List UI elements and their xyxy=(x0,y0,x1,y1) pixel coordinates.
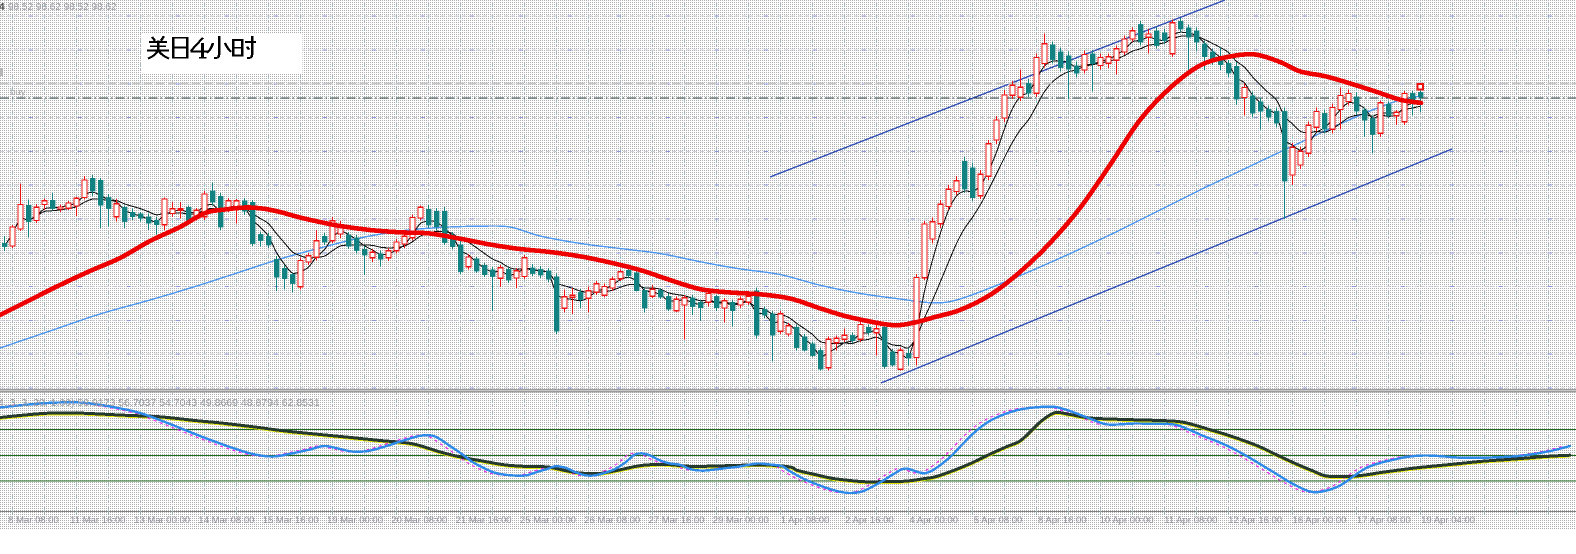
svg-text:25 Mar 00:00: 25 Mar 00:00 xyxy=(520,515,576,526)
svg-text:10 Apr 00:00: 10 Apr 00:00 xyxy=(1100,515,1154,526)
svg-text:4, 3, 3, 20, 1.00) 58.9173 56.: 4, 3, 3, 20, 1.00) 58.9173 56.7037 54.70… xyxy=(0,397,320,409)
svg-text:29 Mar 00:00: 29 Mar 00:00 xyxy=(713,515,769,526)
svg-text:27 Mar 16:00: 27 Mar 16:00 xyxy=(649,515,705,526)
svg-text:1 Apr 08:00: 1 Apr 08:00 xyxy=(781,515,830,526)
svg-text:19 Apr 04:00: 19 Apr 04:00 xyxy=(1421,515,1475,526)
svg-text:2 Apr 16:00: 2 Apr 16:00 xyxy=(845,515,894,526)
svg-text:8 Mar 08:00: 8 Mar 08:00 xyxy=(8,515,59,526)
svg-text:8 Apr 16:00: 8 Apr 16:00 xyxy=(1038,515,1087,526)
svg-text:4: 4 xyxy=(0,2,5,13)
svg-text:17 Apr 08:00: 17 Apr 08:00 xyxy=(1357,515,1411,526)
svg-text:4 Apr 00:00: 4 Apr 00:00 xyxy=(909,515,958,526)
svg-text:20 Mar 08:00: 20 Mar 08:00 xyxy=(391,515,447,526)
svg-text:19 Mar 00:00: 19 Mar 00:00 xyxy=(327,515,383,526)
svg-text:15 Mar 16:00: 15 Mar 16:00 xyxy=(263,515,319,526)
svg-text:13 Mar 00:00: 13 Mar 00:00 xyxy=(134,515,190,526)
svg-text:11 Apr 08:00: 11 Apr 08:00 xyxy=(1164,515,1217,526)
svg-text:buy: buy xyxy=(10,87,26,98)
svg-text:26 Mar 08:00: 26 Mar 08:00 xyxy=(584,515,640,526)
svg-text:11 Mar 16:00: 11 Mar 16:00 xyxy=(70,515,125,526)
svg-text:21 Mar 16:00: 21 Mar 16:00 xyxy=(456,515,512,526)
svg-text:5 Apr 08:00: 5 Apr 08:00 xyxy=(974,515,1023,526)
svg-text:14 Mar 08:00: 14 Mar 08:00 xyxy=(198,515,254,526)
svg-text:16 Apr 00:00: 16 Apr 00:00 xyxy=(1293,515,1347,526)
svg-text:12 Apr 16:00: 12 Apr 16:00 xyxy=(1228,515,1282,526)
svg-text:98.52 98.62 98.52 98.62: 98.52 98.62 98.52 98.62 xyxy=(8,2,117,13)
